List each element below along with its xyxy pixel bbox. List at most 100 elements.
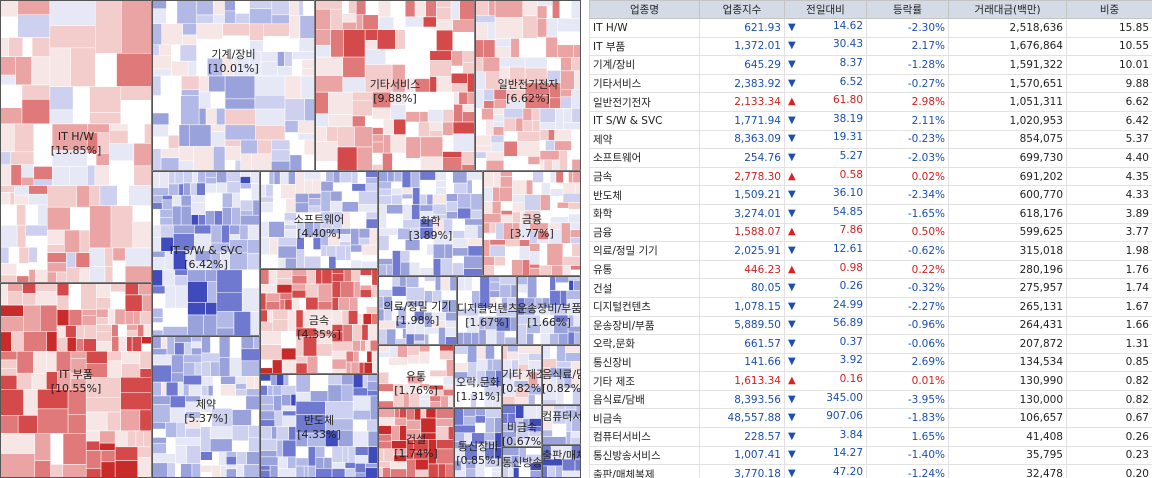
- stock-tile[interactable]: [555, 465, 563, 478]
- stock-tile[interactable]: [167, 462, 176, 478]
- stock-tile[interactable]: [516, 439, 530, 448]
- stock-tile[interactable]: [405, 300, 425, 307]
- stock-tile[interactable]: [306, 355, 319, 375]
- stock-tile[interactable]: [568, 170, 574, 184]
- stock-tile[interactable]: [0, 304, 24, 317]
- stock-tile[interactable]: [446, 359, 455, 377]
- stock-tile[interactable]: [458, 91, 469, 105]
- stock-tile[interactable]: [541, 404, 555, 413]
- stock-tile[interactable]: [452, 218, 461, 231]
- stock-tile[interactable]: [151, 381, 162, 397]
- stock-tile[interactable]: [22, 282, 37, 294]
- stock-tile[interactable]: [541, 182, 551, 195]
- stock-tile[interactable]: [404, 0, 416, 18]
- stock-tile[interactable]: [392, 250, 401, 277]
- stock-tile[interactable]: [210, 361, 220, 377]
- stock-tile[interactable]: [414, 0, 427, 18]
- stock-tile[interactable]: [407, 355, 420, 365]
- stock-tile[interactable]: [200, 464, 213, 473]
- stock-tile[interactable]: [474, 57, 484, 73]
- sector-block[interactable]: [501, 446, 543, 478]
- stock-tile[interactable]: [550, 344, 557, 359]
- stock-tile[interactable]: [512, 179, 527, 195]
- stock-tile[interactable]: [56, 309, 70, 326]
- stock-tile[interactable]: [290, 394, 297, 407]
- stock-tile[interactable]: [519, 239, 530, 247]
- stock-tile[interactable]: [557, 44, 574, 58]
- stock-tile[interactable]: [124, 265, 153, 284]
- stock-tile[interactable]: [0, 192, 11, 206]
- stock-tile[interactable]: [407, 375, 423, 385]
- stock-tile[interactable]: [516, 156, 529, 172]
- stock-tile[interactable]: [512, 202, 525, 213]
- stock-tile[interactable]: [489, 244, 506, 257]
- stock-tile[interactable]: [295, 446, 309, 459]
- stock-tile[interactable]: [436, 6, 452, 21]
- stock-tile[interactable]: [394, 407, 400, 419]
- stock-tile[interactable]: [479, 275, 491, 309]
- stock-tile[interactable]: [467, 238, 484, 247]
- stock-tile[interactable]: [183, 342, 192, 356]
- stock-tile[interactable]: [527, 275, 538, 299]
- stock-tile[interactable]: [366, 419, 379, 432]
- stock-tile[interactable]: [419, 194, 428, 206]
- stock-tile[interactable]: [307, 446, 316, 467]
- stock-tile[interactable]: [362, 14, 379, 30]
- stock-tile[interactable]: [161, 23, 183, 46]
- stock-tile[interactable]: [352, 100, 373, 117]
- stock-tile[interactable]: [174, 269, 188, 276]
- stock-tile[interactable]: [548, 229, 562, 244]
- stock-tile[interactable]: [268, 221, 285, 238]
- stock-tile[interactable]: [181, 89, 200, 96]
- stock-tile[interactable]: [171, 354, 184, 374]
- stock-tile[interactable]: [429, 376, 444, 386]
- stock-tile[interactable]: [537, 239, 549, 244]
- stock-tile[interactable]: [406, 439, 414, 460]
- stock-tile[interactable]: [482, 265, 495, 277]
- stock-tile[interactable]: [96, 282, 111, 298]
- stock-tile[interactable]: [176, 422, 186, 438]
- stock-tile[interactable]: [456, 315, 467, 333]
- stock-tile[interactable]: [488, 0, 496, 17]
- cell-sector-name[interactable]: 반도체: [589, 185, 700, 205]
- stock-tile[interactable]: [484, 467, 492, 478]
- stock-tile[interactable]: [487, 358, 494, 371]
- cell-sector-name[interactable]: 출판/매체복제: [589, 464, 700, 478]
- stock-tile[interactable]: [288, 170, 296, 185]
- stock-tile[interactable]: [401, 198, 413, 205]
- stock-tile[interactable]: [272, 385, 282, 396]
- table-row[interactable]: 오락,문화 661.57 ▼ 0.37 -0.06% 207,872 1.31: [589, 334, 1152, 354]
- stock-tile[interactable]: [277, 257, 286, 270]
- stock-tile[interactable]: [526, 323, 541, 334]
- stock-tile[interactable]: [509, 66, 526, 90]
- stock-tile[interactable]: [259, 359, 273, 369]
- stock-tile[interactable]: [11, 331, 24, 352]
- stock-tile[interactable]: [543, 170, 551, 183]
- stock-tile[interactable]: [279, 299, 286, 311]
- stock-tile[interactable]: [442, 384, 455, 390]
- stock-tile[interactable]: [426, 194, 434, 206]
- stock-tile[interactable]: [539, 108, 556, 123]
- stock-tile[interactable]: [308, 193, 322, 199]
- stock-tile[interactable]: [89, 86, 122, 113]
- stock-tile[interactable]: [350, 211, 367, 229]
- stock-tile[interactable]: [432, 234, 453, 245]
- stock-tile[interactable]: [363, 362, 373, 375]
- stock-tile[interactable]: [370, 395, 379, 421]
- stock-tile[interactable]: [164, 250, 174, 271]
- stock-tile[interactable]: [492, 108, 505, 115]
- stock-tile[interactable]: [540, 314, 555, 322]
- stock-tile[interactable]: [499, 57, 526, 68]
- stock-tile[interactable]: [183, 182, 191, 196]
- stock-tile[interactable]: [519, 246, 530, 260]
- stock-tile[interactable]: [420, 156, 443, 172]
- stock-tile[interactable]: [450, 50, 464, 67]
- stock-tile[interactable]: [159, 208, 173, 218]
- cell-sector-name[interactable]: 제약: [589, 129, 700, 150]
- stock-tile[interactable]: [470, 393, 477, 409]
- stock-tile[interactable]: [450, 0, 460, 21]
- stock-tile[interactable]: [463, 332, 472, 346]
- stock-tile[interactable]: [49, 25, 96, 49]
- stock-tile[interactable]: [564, 409, 577, 419]
- stock-tile[interactable]: [518, 353, 529, 365]
